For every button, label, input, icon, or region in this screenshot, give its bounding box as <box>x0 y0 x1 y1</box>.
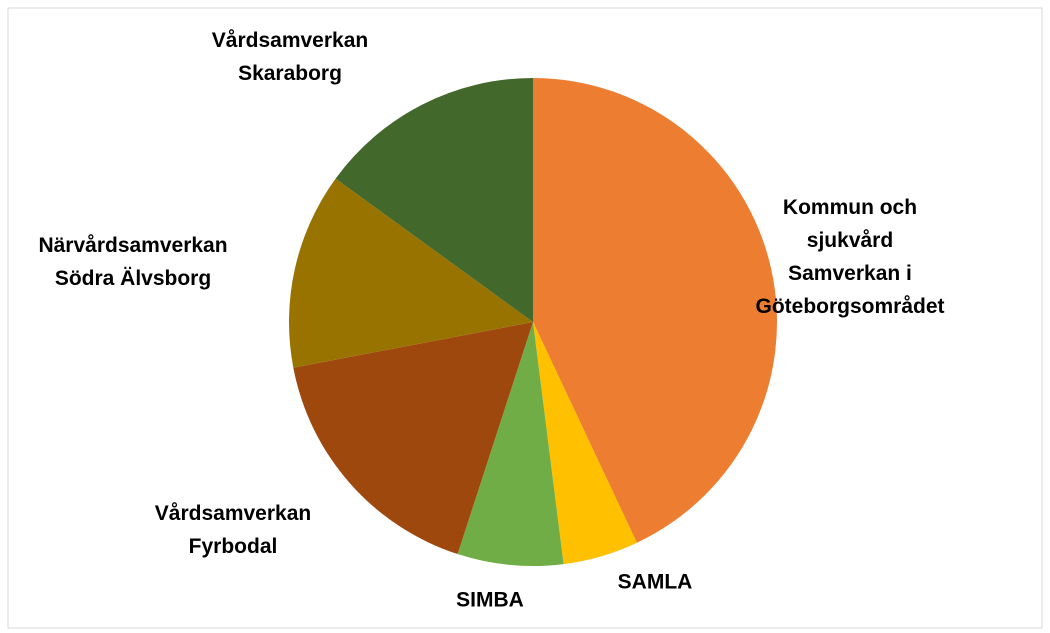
pie-slice <box>335 78 533 322</box>
frame <box>7 7 1043 629</box>
slice-label: Närvårdsamverkan Södra Älvsborg <box>38 234 228 290</box>
pie-slice <box>457 322 564 566</box>
pie-slice <box>288 178 533 368</box>
slice-label: SIMBA <box>456 588 524 612</box>
pie-slice <box>533 322 637 565</box>
slice-label: Kommun och sjukvård Samverkan i Göteborg… <box>755 196 945 318</box>
slice-label: Vårdsamverkan Skaraborg <box>211 29 369 85</box>
pie-slice <box>293 322 533 555</box>
slice-label: SAMLA <box>617 570 693 594</box>
slice-label: Vårdsamverkan Fyrbodal <box>154 502 312 558</box>
pie-slice <box>533 78 777 543</box>
